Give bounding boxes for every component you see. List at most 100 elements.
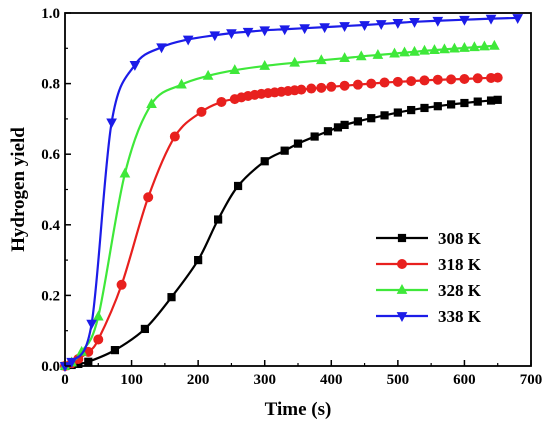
data-point [156,43,167,54]
data-point [372,49,384,59]
data-point [209,31,221,42]
data-point [216,96,227,107]
x-tick-label: 0 [61,372,69,388]
data-point [299,24,310,35]
data-point [233,181,243,191]
y-axis-title: Hydrogen yield [8,127,29,252]
data-point [259,26,271,37]
data-point [359,21,370,32]
x-tick-label: 500 [387,372,410,388]
data-point [472,73,483,84]
data-point [380,111,389,120]
series-0 [60,95,502,371]
x-axis-title: Time (s) [265,399,332,420]
y-tick-label: 0.0 [41,359,60,375]
data-point [485,14,497,25]
data-point [439,43,450,54]
data-point [315,54,327,65]
data-point [459,74,470,85]
data-point [389,47,400,58]
legend: 308 K 318 K 328 K 338 K [376,229,482,326]
x-tick-label: 200 [187,372,210,388]
data-point [146,98,157,108]
x-tick-label: 400 [320,372,343,388]
data-point [182,35,194,46]
data-point [86,319,97,330]
x-tick-label: 100 [120,372,143,388]
data-point [392,19,404,29]
series-1 [60,72,503,371]
data-point [429,44,440,54]
data-point [406,76,417,87]
data-point [202,69,214,80]
data-point [473,97,482,106]
data-point [419,75,430,86]
data-point [106,118,117,129]
data-point [407,105,416,115]
series-layer [59,14,524,373]
data-point [279,25,291,36]
data-point [459,41,470,52]
data-point [340,120,349,130]
data-point [446,74,457,85]
data-point [326,81,337,92]
legend-item: 308 K [376,229,482,248]
data-point [167,293,176,302]
data-point [293,139,303,148]
data-point [323,127,333,136]
data-point [433,102,442,111]
data-point [375,20,387,30]
data-point [399,46,410,57]
data-point [479,40,490,51]
data-point [486,96,496,105]
x-tick-label: 300 [253,372,276,388]
data-point [366,78,377,89]
data-point [339,80,350,91]
data-point [379,77,390,88]
axes-layer: 0 100 200 300 400 500 600 700 0.0 0.2 0.4 0.6 0.8 1.0 [41,6,542,388]
data-point [409,17,420,28]
data-point [169,131,180,142]
data-point [306,83,317,94]
data-point [512,14,524,24]
data-point [66,357,77,368]
data-point [393,108,402,117]
legend-label: 338 K [438,307,482,326]
data-point [214,215,223,224]
data-point [492,72,503,83]
data-point [355,50,367,61]
series-2 [59,39,500,370]
data-point [469,41,480,52]
data-point [459,15,470,26]
legend-label: 328 K [438,281,482,300]
data-point [432,16,444,27]
data-point [392,76,403,87]
data-point [110,346,120,355]
data-point [129,61,141,71]
data-point [409,45,420,56]
y-tick-label: 0.6 [41,147,60,163]
data-point [352,79,363,90]
legend-label: 308 K [438,229,482,248]
y-tick-label: 0.8 [41,77,60,93]
data-point [226,29,237,40]
x-tick-label: 700 [520,372,543,388]
legend-item: 338 K [376,307,482,326]
data-point [119,167,131,178]
data-point [194,256,203,265]
data-point [260,157,269,166]
data-point [280,146,289,155]
data-point [143,192,154,203]
data-point [140,324,149,334]
data-point [319,23,330,34]
data-point [419,44,430,55]
data-point [196,106,207,117]
series-line [64,98,498,368]
data-point [447,100,456,109]
data-point [242,27,254,38]
data-point [310,132,319,141]
data-point [296,84,307,95]
data-point [339,22,350,33]
data-point [259,59,271,70]
